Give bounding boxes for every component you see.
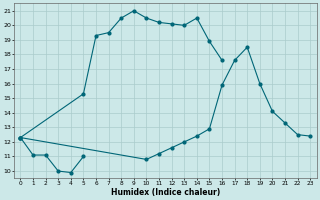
X-axis label: Humidex (Indice chaleur): Humidex (Indice chaleur) (111, 188, 220, 197)
